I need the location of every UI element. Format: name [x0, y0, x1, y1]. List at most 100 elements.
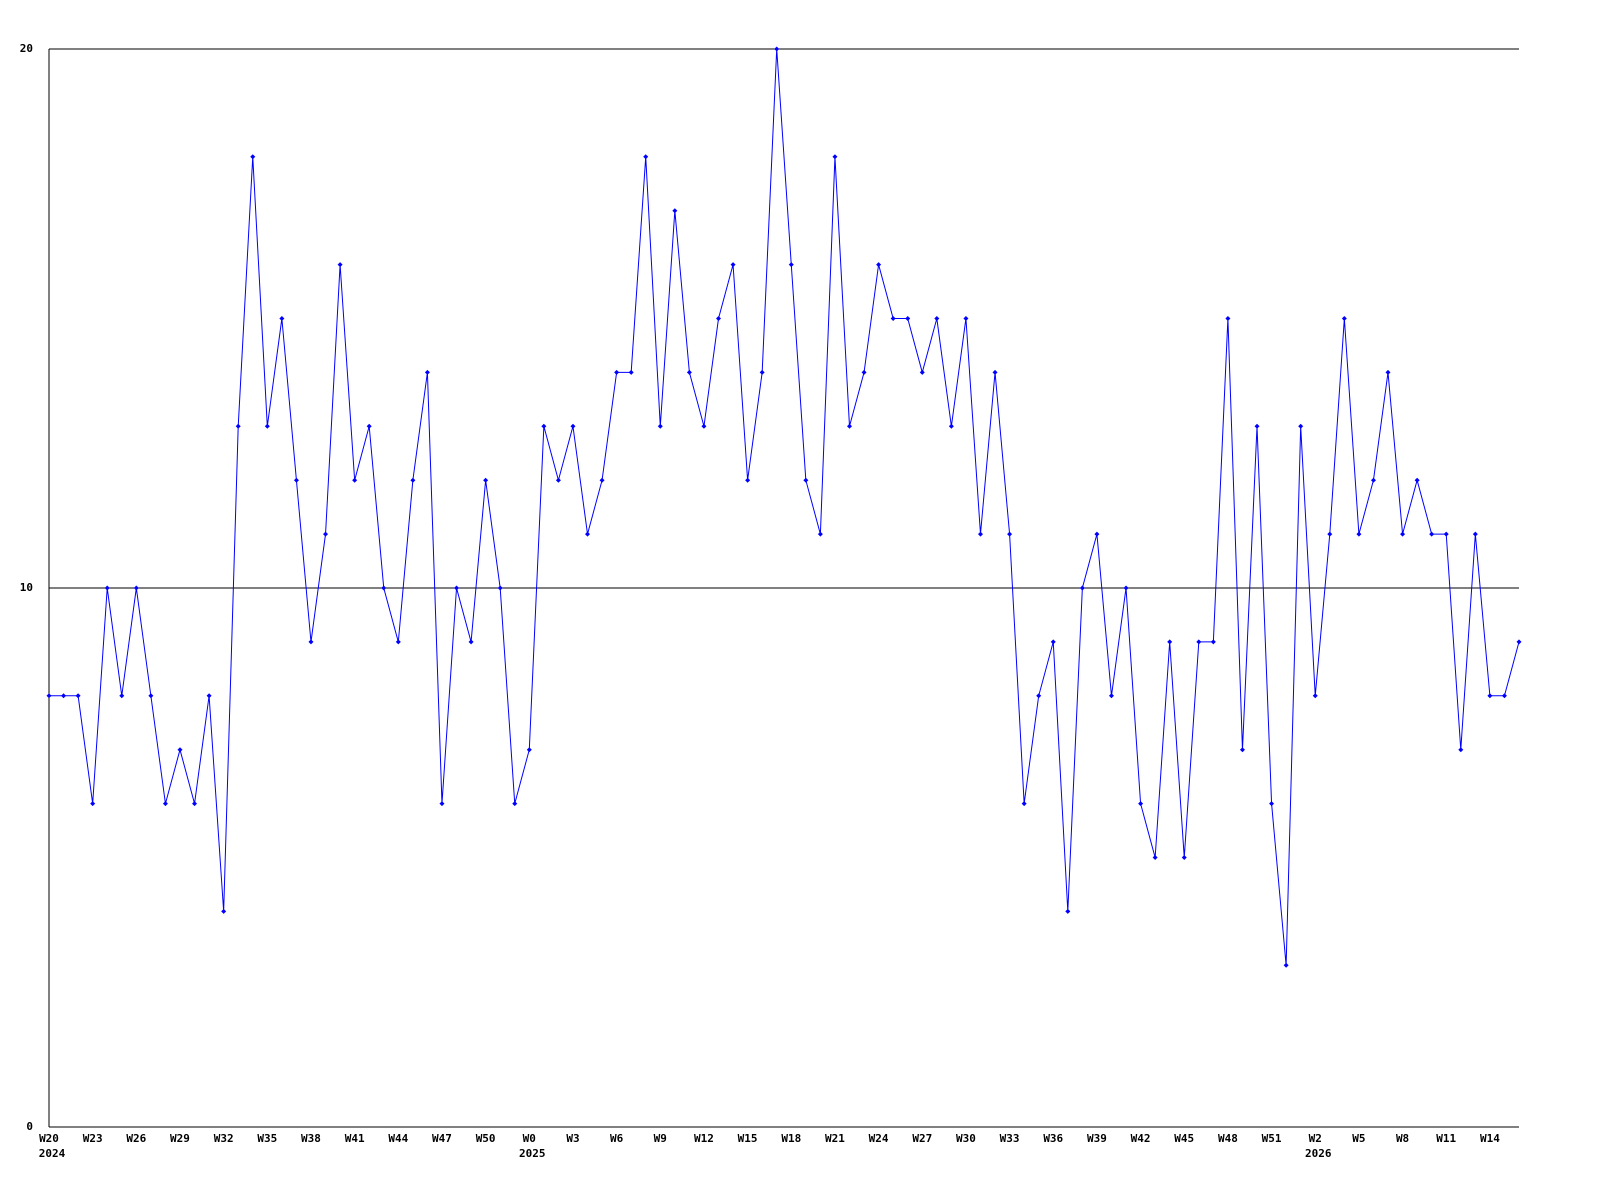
point — [1341, 316, 1347, 321]
point — [1400, 531, 1406, 537]
point — [439, 801, 445, 807]
point — [599, 477, 605, 483]
point — [1298, 423, 1304, 429]
point — [905, 316, 911, 321]
x-tick-label: W23 — [83, 1132, 103, 1145]
point — [1007, 531, 1013, 537]
year-label: 2024 — [39, 1147, 66, 1160]
point — [279, 316, 285, 321]
point — [410, 477, 416, 483]
point — [512, 801, 518, 807]
point — [890, 316, 896, 321]
point — [352, 477, 358, 483]
point — [1065, 908, 1071, 914]
series-line — [49, 48, 1520, 966]
point — [1487, 693, 1493, 699]
point — [133, 585, 139, 591]
point — [308, 639, 314, 645]
y-tick-label: 0 — [26, 1120, 33, 1133]
point — [716, 316, 722, 321]
point — [745, 477, 751, 483]
point — [1196, 639, 1202, 645]
x-tick-label: W51 — [1262, 1132, 1282, 1145]
point — [46, 693, 52, 699]
point — [61, 693, 67, 699]
x-tick-label: W21 — [825, 1132, 845, 1145]
point — [570, 423, 576, 429]
point — [730, 262, 736, 268]
point — [1254, 423, 1260, 429]
point — [1138, 801, 1144, 807]
point — [555, 477, 561, 483]
point — [919, 369, 925, 375]
point — [1370, 477, 1376, 483]
point — [1385, 369, 1391, 375]
x-tick-label: W20 — [39, 1132, 59, 1145]
point — [1239, 747, 1245, 753]
year-label: 2026 — [1305, 1147, 1332, 1160]
point — [1210, 639, 1216, 645]
x-tick-label: W38 — [301, 1132, 321, 1145]
point — [395, 639, 401, 645]
point — [1181, 855, 1187, 860]
x-tick-label: W35 — [257, 1132, 277, 1145]
x-tick-label: W45 — [1174, 1132, 1194, 1145]
x-tick-label: W44 — [388, 1132, 408, 1145]
point — [1312, 693, 1318, 699]
point — [235, 423, 241, 429]
point — [206, 693, 212, 699]
point — [628, 369, 634, 375]
x-tick-label: W29 — [170, 1132, 190, 1145]
point — [686, 369, 692, 375]
point — [1036, 693, 1042, 699]
x-tick-label: W41 — [345, 1132, 365, 1145]
point — [992, 369, 998, 375]
point — [1152, 855, 1158, 860]
point — [366, 423, 372, 429]
x-tick-label: W48 — [1218, 1132, 1238, 1145]
point — [483, 477, 489, 483]
point — [1123, 585, 1129, 591]
x-tick-label: W24 — [869, 1132, 889, 1145]
point — [817, 531, 823, 537]
point — [1327, 531, 1333, 537]
point — [643, 154, 649, 160]
point — [774, 46, 780, 52]
x-tick-label: W18 — [781, 1132, 801, 1145]
point — [264, 423, 270, 429]
point — [541, 423, 547, 429]
x-tick-label: W27 — [912, 1132, 932, 1145]
x-tick-label: W42 — [1131, 1132, 1151, 1145]
point — [846, 423, 852, 429]
point — [454, 585, 460, 591]
y-tick-label: 10 — [20, 581, 33, 594]
x-tick-label: W12 — [694, 1132, 714, 1145]
point — [963, 316, 969, 321]
point — [293, 477, 299, 483]
x-tick-label: W5 — [1352, 1132, 1365, 1145]
point — [1108, 693, 1114, 699]
point — [424, 369, 430, 375]
point — [1414, 477, 1420, 483]
point — [104, 585, 110, 591]
x-tick-label: W36 — [1043, 1132, 1063, 1145]
point — [177, 747, 183, 753]
point — [1269, 801, 1275, 807]
point — [585, 531, 591, 537]
point — [672, 208, 678, 214]
point — [1283, 962, 1289, 968]
x-tick-label: W26 — [126, 1132, 146, 1145]
y-tick-label: 20 — [20, 42, 33, 55]
point — [788, 262, 794, 268]
point — [1050, 639, 1056, 645]
x-tick-label: W11 — [1436, 1132, 1456, 1145]
point — [148, 693, 154, 699]
point — [861, 369, 867, 375]
point — [221, 908, 227, 914]
point — [90, 801, 96, 807]
point — [250, 154, 256, 160]
point — [1472, 531, 1478, 537]
x-tick-label: W30 — [956, 1132, 976, 1145]
x-tick-label: W6 — [610, 1132, 624, 1145]
